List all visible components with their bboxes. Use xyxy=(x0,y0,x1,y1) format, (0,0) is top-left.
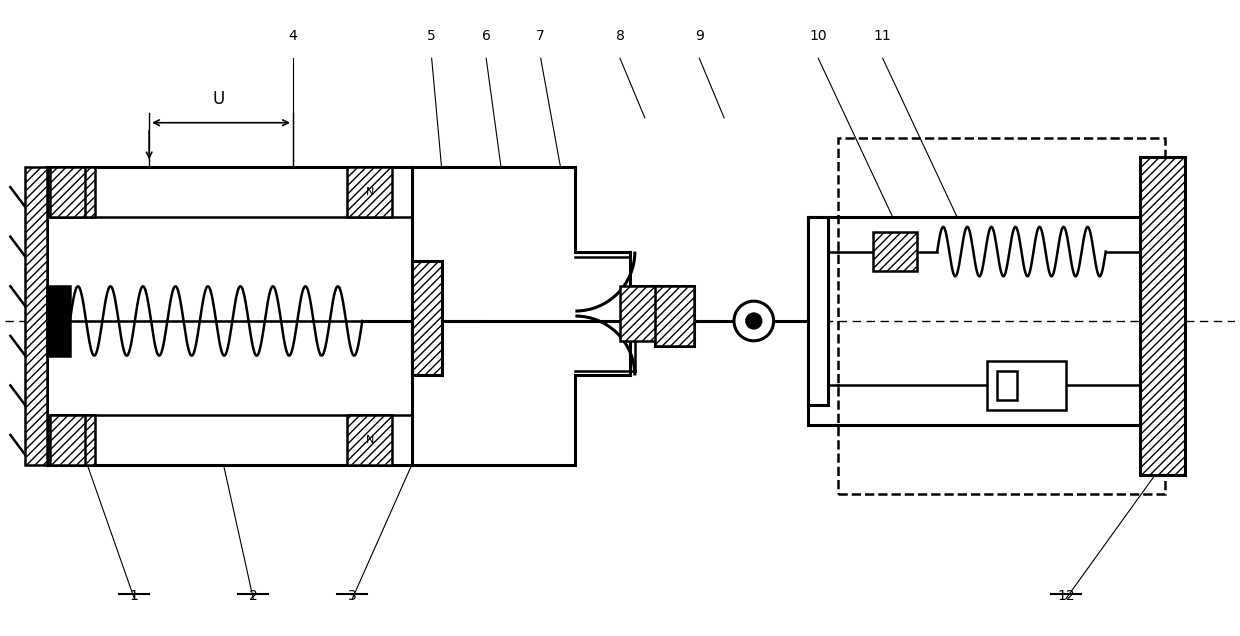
Text: 5: 5 xyxy=(428,29,436,43)
Bar xyxy=(655,286,694,346)
Bar xyxy=(873,232,918,272)
Bar xyxy=(808,217,828,405)
Bar xyxy=(987,361,1066,410)
Text: 2: 2 xyxy=(249,588,258,603)
Bar xyxy=(50,415,84,465)
Text: 12: 12 xyxy=(1058,588,1075,603)
Text: U: U xyxy=(212,90,224,108)
Bar xyxy=(347,167,392,217)
Bar xyxy=(997,371,1017,400)
Bar xyxy=(620,286,660,341)
Bar xyxy=(412,261,441,375)
Bar xyxy=(47,286,69,356)
Bar xyxy=(50,415,94,465)
Bar xyxy=(25,167,47,465)
Text: N: N xyxy=(366,435,374,445)
Text: 8: 8 xyxy=(615,29,625,43)
Text: 1: 1 xyxy=(130,588,139,603)
Bar xyxy=(347,415,392,465)
Bar xyxy=(1141,158,1185,474)
Text: 11: 11 xyxy=(874,29,892,43)
Bar xyxy=(655,286,694,346)
Circle shape xyxy=(734,301,774,341)
Text: 7: 7 xyxy=(537,29,546,43)
Circle shape xyxy=(746,313,761,329)
Bar xyxy=(50,167,94,217)
Text: N: N xyxy=(366,187,374,197)
Text: 9: 9 xyxy=(694,29,704,43)
Text: 3: 3 xyxy=(348,588,357,603)
Bar xyxy=(838,137,1166,494)
Text: 6: 6 xyxy=(482,29,491,43)
Text: 4: 4 xyxy=(289,29,298,43)
Text: 10: 10 xyxy=(810,29,827,43)
Bar xyxy=(50,167,84,217)
